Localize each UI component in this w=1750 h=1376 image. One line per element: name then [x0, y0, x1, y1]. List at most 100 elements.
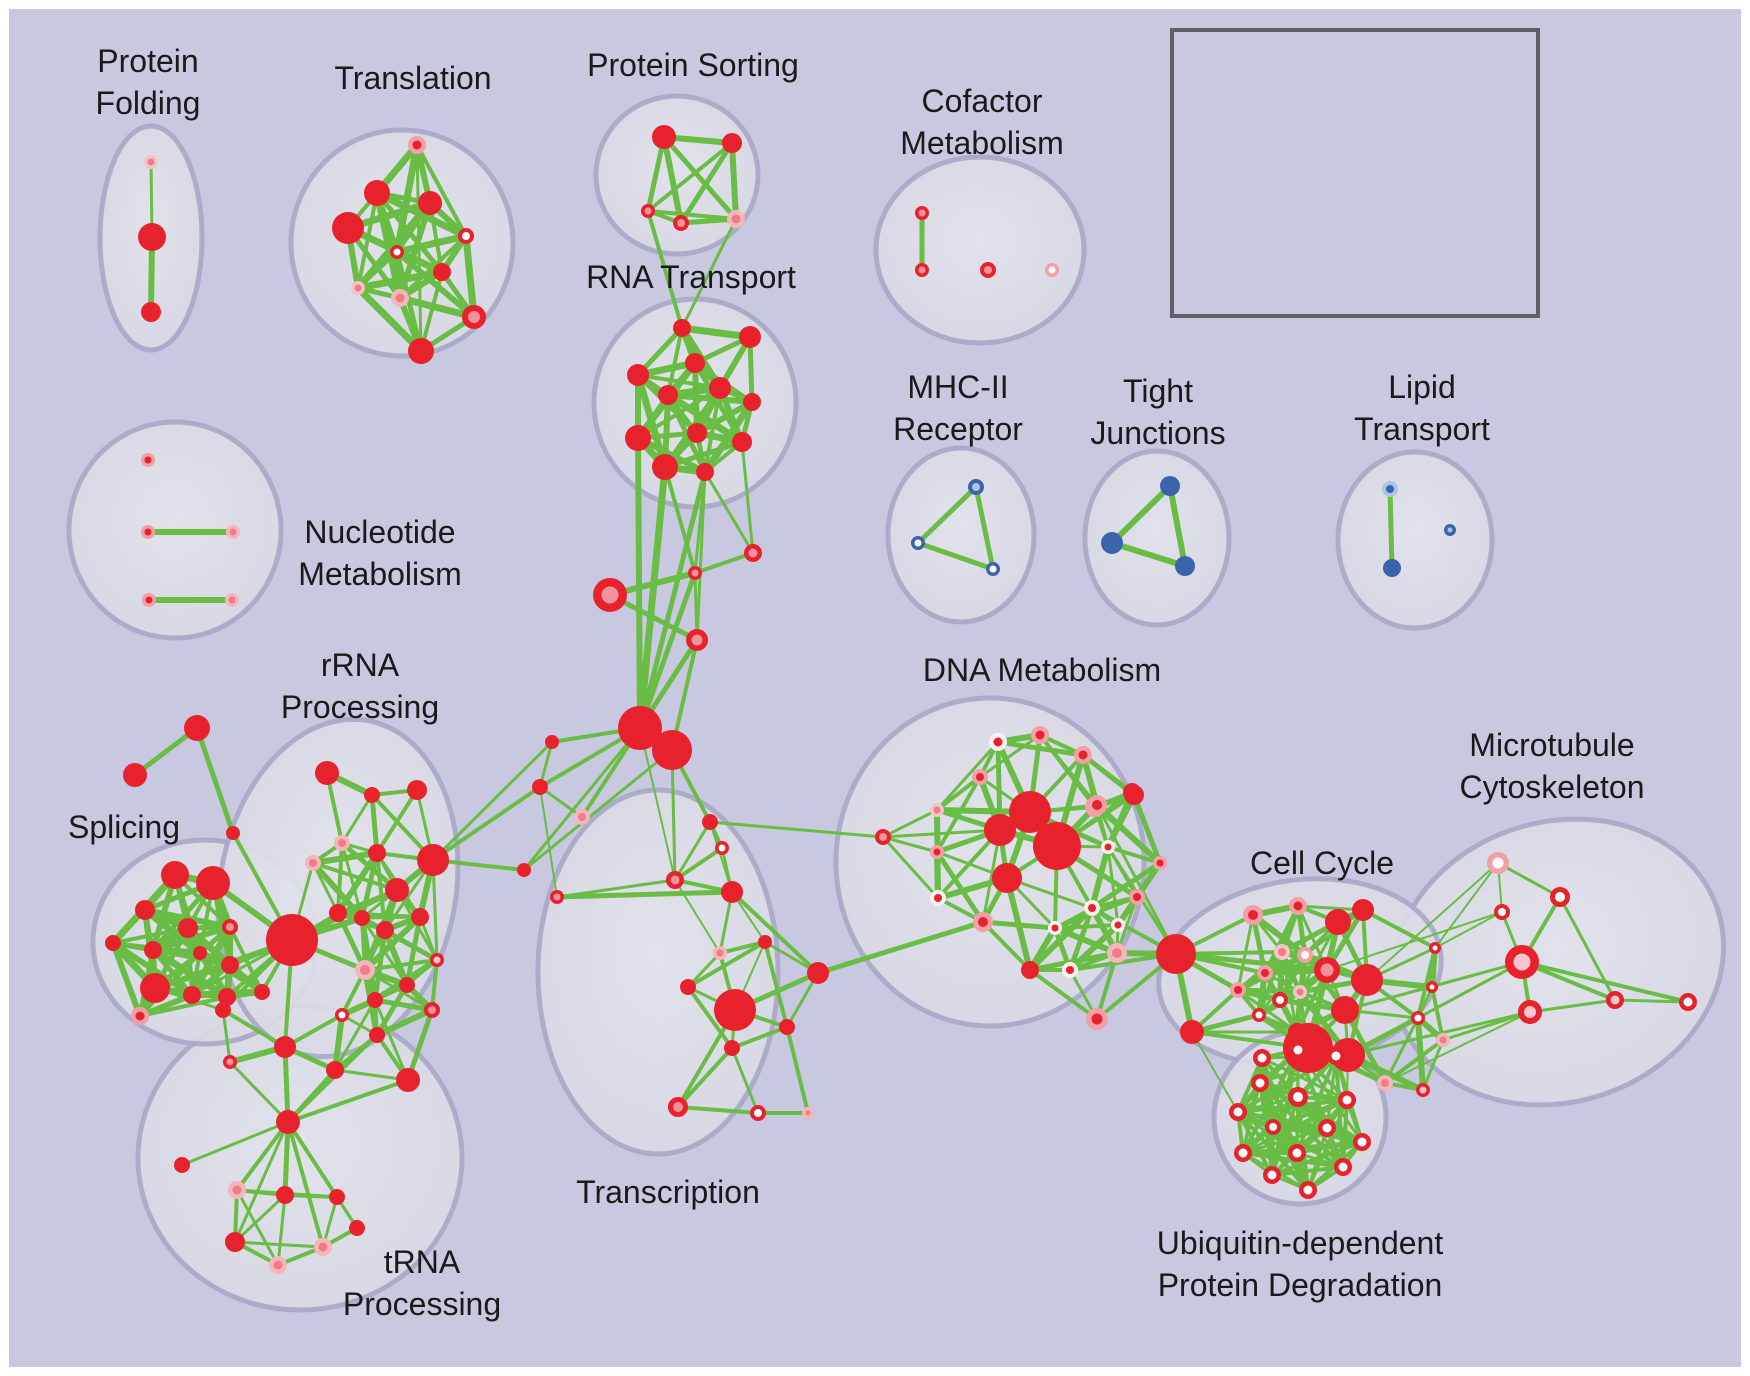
- node-rrna-21: [335, 1008, 349, 1022]
- edge: [935, 775, 982, 812]
- edge: [686, 985, 734, 1050]
- node-rrna-23: [369, 1027, 385, 1043]
- node-ps-3: [673, 215, 689, 231]
- node-sp-8: [140, 973, 170, 1003]
- edge: [1421, 1038, 1445, 1092]
- edge: [221, 1008, 287, 1049]
- edge: [431, 740, 554, 862]
- node-dna-11: [1033, 822, 1081, 870]
- node-rna-6: [743, 393, 761, 411]
- edge: [1613, 998, 1690, 1004]
- node-trna-1: [174, 1157, 190, 1173]
- edge: [282, 1044, 291, 1125]
- node-cc-1: [1180, 1020, 1204, 1044]
- node-cc-5: [1352, 899, 1374, 921]
- node-rrna-3: [334, 835, 350, 851]
- edge: [233, 1193, 287, 1244]
- node-rrna-19: [223, 1055, 237, 1069]
- node-rrna-17: [215, 1002, 231, 1018]
- node-mt-1: [1550, 887, 1570, 907]
- node-tx-0: [702, 814, 718, 830]
- edge: [373, 998, 410, 1082]
- edge: [431, 785, 542, 862]
- edge: [333, 1068, 410, 1082]
- edge: [360, 915, 422, 920]
- node-cc-24: [1436, 1033, 1450, 1047]
- node-trna-7: [269, 1256, 287, 1274]
- legend-box: [1170, 28, 1540, 318]
- edge: [1109, 483, 1173, 546]
- node-tx-11: [724, 1040, 740, 1056]
- edge: [1346, 1010, 1532, 1057]
- edge: [362, 914, 423, 973]
- node-fr-11: [618, 706, 662, 750]
- node-trna-5: [225, 1232, 245, 1252]
- edge: [311, 861, 399, 892]
- edge: [363, 958, 439, 972]
- node-fr-4: [545, 735, 559, 749]
- edge: [1326, 911, 1503, 971]
- node-cc-4: [1325, 909, 1351, 935]
- node-pf-0: [144, 155, 158, 169]
- node-sp-10: [221, 956, 239, 974]
- node-ub-3: [1229, 1103, 1247, 1121]
- node-cc-12: [1293, 985, 1307, 999]
- node-dna-18: [973, 912, 993, 932]
- edge: [1094, 802, 1163, 866]
- node-ub-1: [1289, 1041, 1307, 1059]
- node-ub-13: [1334, 1158, 1352, 1176]
- node-mt-5: [1606, 991, 1624, 1009]
- edge: [282, 1119, 291, 1198]
- node-tx-2: [666, 871, 684, 889]
- node-dna-10: [984, 814, 1016, 846]
- node-sp-3: [178, 918, 198, 938]
- edge: [419, 270, 444, 353]
- node-tj-2: [1175, 556, 1195, 576]
- edge: [538, 785, 584, 819]
- cluster-ellipse-cf: [873, 154, 1087, 346]
- cluster-labels: Protein Folding Translation Protein Sorting…: [68, 43, 1645, 1322]
- node-dna-17: [930, 890, 946, 906]
- node-mt-6: [1679, 993, 1697, 1011]
- node-mhc-1: [911, 536, 925, 550]
- edge: [1236, 988, 1299, 1034]
- node-rrna-1: [364, 787, 380, 803]
- node-rrna-13: [430, 953, 444, 967]
- cluster-ellipse-tj: [1082, 448, 1232, 628]
- node-dna-25: [1107, 943, 1127, 963]
- node-sp-1: [196, 866, 230, 900]
- edge: [383, 928, 439, 962]
- node-dna-20: [1048, 921, 1062, 935]
- edge: [646, 141, 734, 213]
- cluster-label-cf-line0: Cofactor: [922, 83, 1043, 119]
- node-rna-0: [673, 319, 691, 337]
- node-cc-15: [1331, 996, 1359, 1024]
- node-dna-22: [1062, 962, 1078, 978]
- cluster-label-tj-line1: Junctions: [1090, 415, 1225, 451]
- node-dna-9: [1009, 791, 1051, 833]
- node-nm-2: [226, 525, 240, 539]
- edge: [332, 1012, 345, 1073]
- edge: [934, 849, 986, 925]
- edge: [1496, 861, 1562, 899]
- node-rrna-0: [315, 761, 339, 785]
- node-dna-19: [1111, 918, 1125, 932]
- node-ps-2: [641, 204, 655, 218]
- node-tr-4: [458, 228, 474, 244]
- edge: [881, 828, 1002, 839]
- node-rrna-6: [417, 844, 449, 876]
- node-rrna-24: [396, 1068, 420, 1092]
- node-dna-2: [1074, 746, 1092, 764]
- node-rrna-2: [407, 780, 427, 800]
- edge: [1167, 483, 1188, 569]
- node-tr-10: [408, 338, 434, 364]
- edge: [730, 1025, 789, 1050]
- edge: [639, 727, 676, 881]
- edge: [678, 324, 754, 341]
- edge: [666, 326, 684, 397]
- edge: [375, 788, 419, 855]
- node-rrna-7: [385, 878, 409, 902]
- node-rrna-16: [367, 992, 383, 1008]
